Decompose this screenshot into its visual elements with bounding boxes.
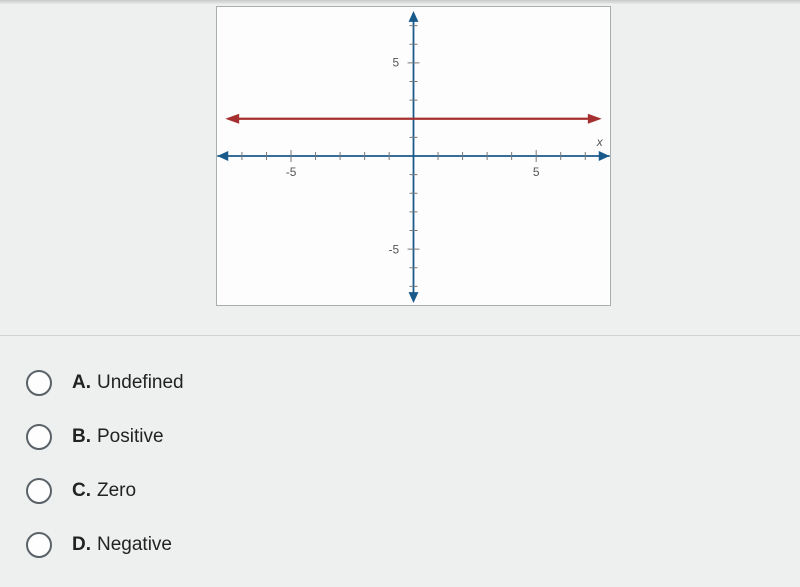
option-label: Zero xyxy=(97,480,136,502)
option-letter: C. xyxy=(72,480,91,502)
option-c[interactable]: C. Zero xyxy=(26,478,184,504)
radio-icon[interactable] xyxy=(26,532,52,558)
ytick-5: 5 xyxy=(392,56,399,70)
horizontal-divider xyxy=(0,335,800,336)
option-label: Positive xyxy=(97,426,164,448)
coordinate-graph: -5 5 5 -5 x xyxy=(216,6,611,306)
x-axis-label: x xyxy=(596,135,604,149)
graph-svg: -5 5 5 -5 x xyxy=(217,7,610,305)
radio-icon[interactable] xyxy=(26,424,52,450)
line-arrow-left xyxy=(225,114,239,124)
answer-options: A. Undefined B. Positive C. Zero D. Nega… xyxy=(26,370,184,586)
ytick-neg5: -5 xyxy=(389,242,400,256)
option-label: Negative xyxy=(97,534,172,556)
option-letter: D. xyxy=(72,534,91,556)
option-letter: B. xyxy=(72,426,91,448)
option-letter: A. xyxy=(72,372,91,394)
option-a[interactable]: A. Undefined xyxy=(26,370,184,396)
top-shadow-edge xyxy=(0,0,800,4)
xtick-5: 5 xyxy=(533,165,540,179)
y-axis-arrow-down xyxy=(409,292,419,303)
option-label: Undefined xyxy=(97,372,184,394)
option-b[interactable]: B. Positive xyxy=(26,424,184,450)
x-axis-arrow-left xyxy=(217,151,228,161)
line-arrow-right xyxy=(588,114,602,124)
xtick-neg5: -5 xyxy=(286,165,297,179)
y-axis-arrow-up xyxy=(409,11,419,22)
option-d[interactable]: D. Negative xyxy=(26,532,184,558)
x-axis-arrow-right xyxy=(599,151,610,161)
radio-icon[interactable] xyxy=(26,370,52,396)
radio-icon[interactable] xyxy=(26,478,52,504)
